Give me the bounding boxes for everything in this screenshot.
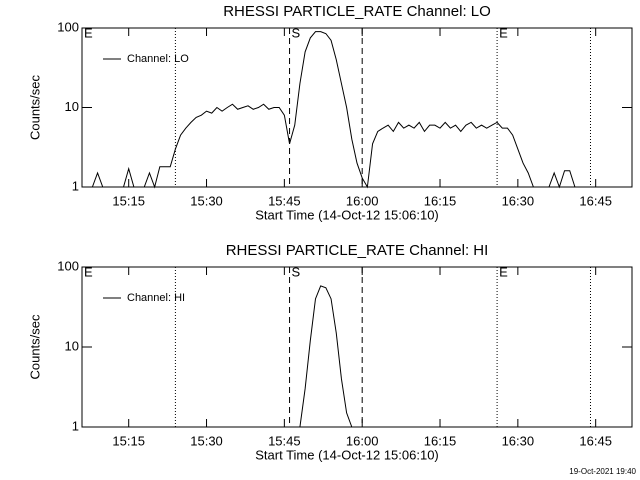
y-tick-label: 1 [72, 178, 79, 193]
y-axis-label: Counts/sec [27, 314, 42, 380]
chart-title: RHESSI PARTICLE_RATE Channel: HI [226, 242, 489, 259]
x-tick-label: 16:45 [579, 433, 612, 448]
annotation: S [292, 264, 301, 279]
x-tick-label: 15:30 [190, 433, 223, 448]
y-tick-label: 1 [72, 418, 79, 433]
annotation: E [499, 25, 508, 40]
x-tick-label: 16:00 [346, 433, 379, 448]
data-line [82, 31, 632, 189]
footer: 19-Oct-2021 19:40 [569, 467, 636, 476]
y-axis-label: Counts/sec [27, 74, 42, 140]
x-tick-label: 16:15 [424, 433, 457, 448]
x-tick-label: 16:15 [424, 193, 457, 208]
x-tick-label: 15:15 [112, 193, 145, 208]
x-tick-label: 15:45 [268, 433, 301, 448]
legend-label: Channel: LO [127, 53, 189, 65]
annotation: E [84, 25, 93, 40]
annotation: E [84, 264, 93, 279]
x-tick-label: 16:45 [579, 193, 612, 208]
y-tick-label: 10 [65, 99, 79, 114]
annotation: E [499, 264, 508, 279]
x-axis-label: Start Time (14-Oct-12 15:06:10) [255, 207, 439, 222]
y-tick-label: 100 [57, 258, 79, 273]
x-tick-label: 15:45 [268, 193, 301, 208]
annotation: S [292, 25, 301, 40]
y-tick-label: 10 [65, 338, 79, 353]
chart-title: RHESSI PARTICLE_RATE Channel: LO [223, 3, 491, 20]
x-tick-label: 15:15 [112, 433, 145, 448]
x-tick-label: 16:30 [502, 433, 535, 448]
x-axis-label: Start Time (14-Oct-12 15:06:10) [255, 447, 439, 462]
data-line [82, 285, 632, 428]
y-tick-label: 100 [57, 19, 79, 34]
x-tick-label: 16:30 [502, 193, 535, 208]
legend-label: Channel: HI [127, 292, 185, 304]
x-tick-label: 15:30 [190, 193, 223, 208]
x-tick-label: 16:00 [346, 193, 379, 208]
